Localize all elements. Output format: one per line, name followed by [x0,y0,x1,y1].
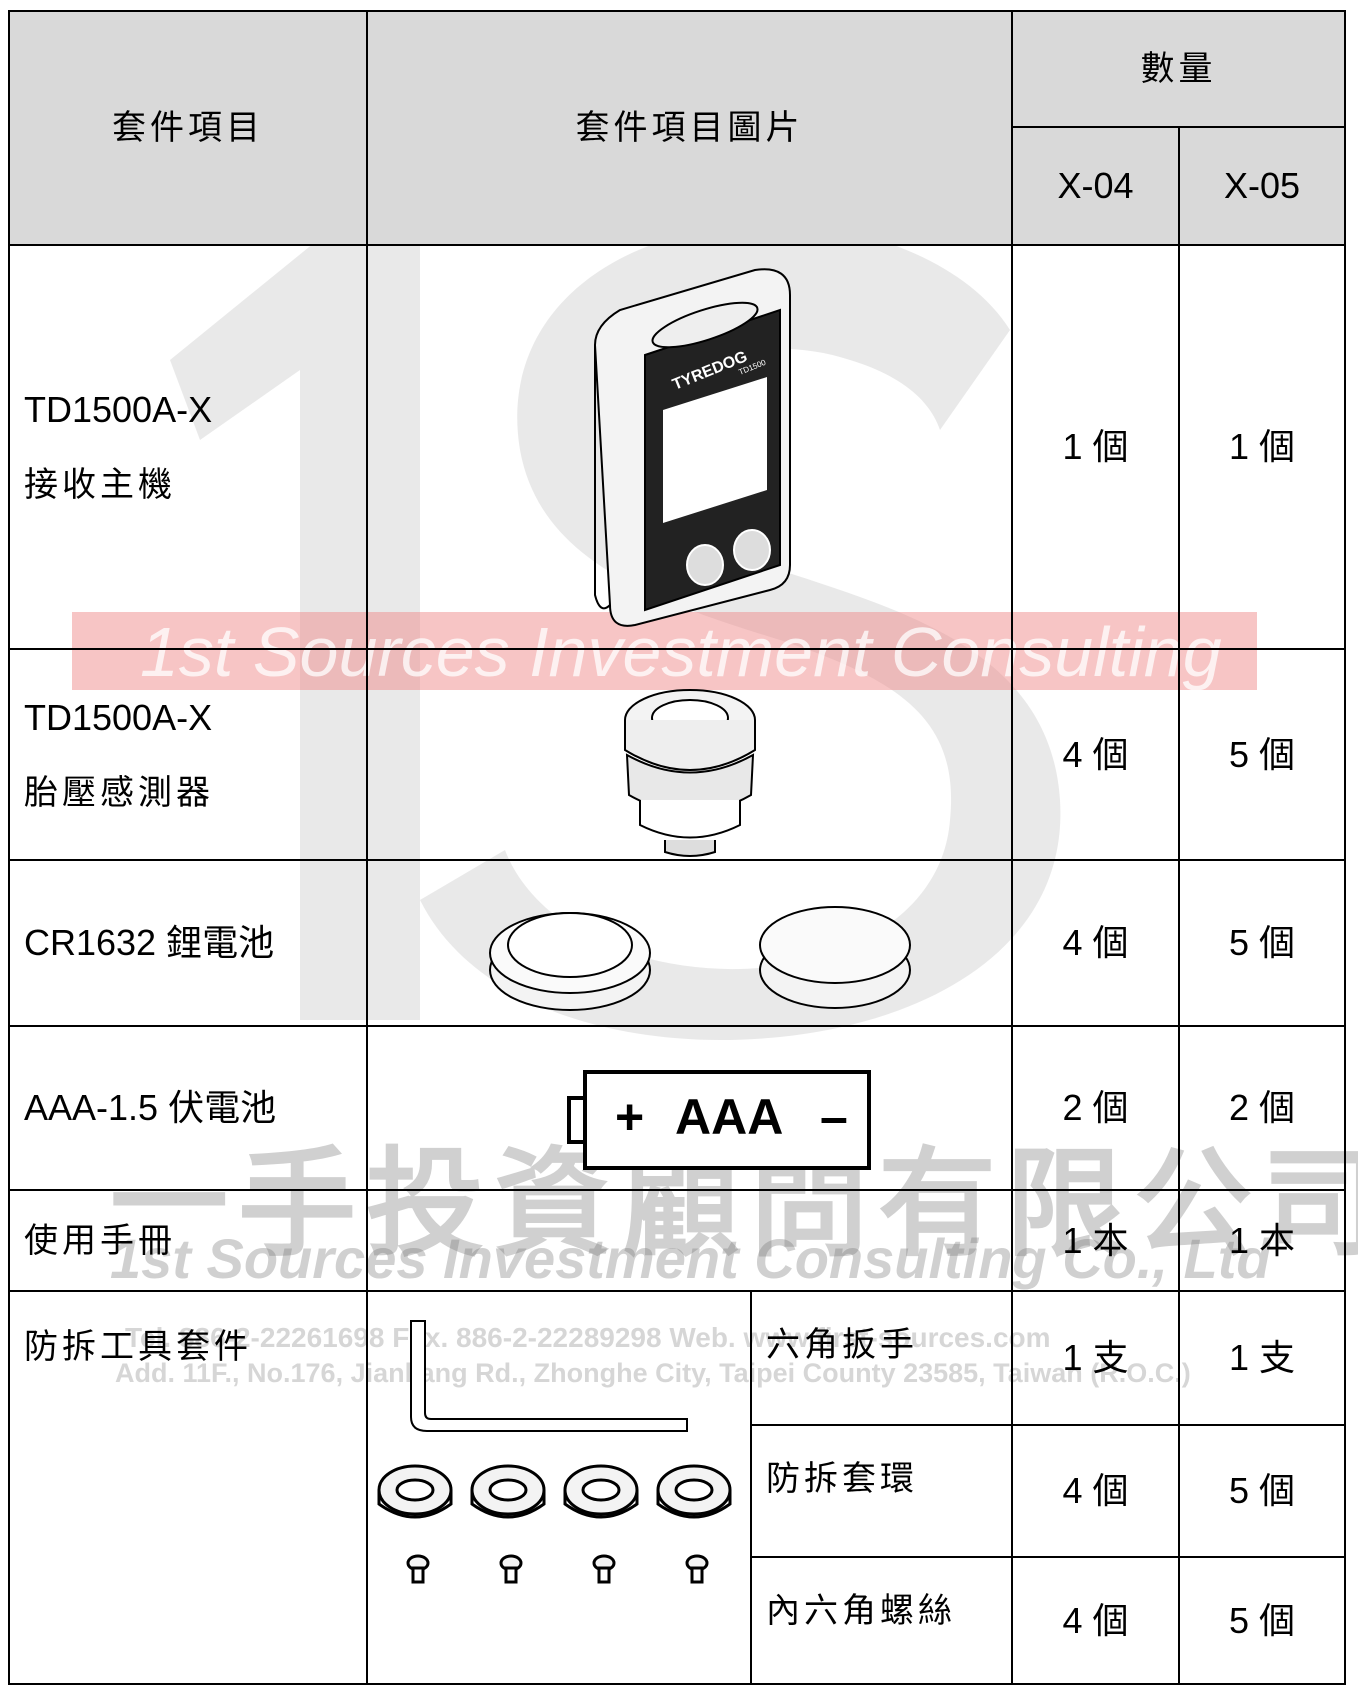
qty: 4 個 [1062,733,1129,775]
model-header: X-04 [1057,165,1134,206]
tool-kit-image [377,1320,732,1584]
model-header: X-05 [1223,165,1301,206]
receiver-image: TYREDOG TD1500 [593,268,791,627]
item-cell: 防拆工具套件 [8,1290,368,1685]
qty: 4 個 [1062,1470,1129,1511]
item-cell: CR1632 鋰電池 [8,859,368,1027]
battery-plus: + [615,1089,644,1145]
item-name: TD1500A-X [24,696,213,738]
coin-cell-image [489,906,911,1011]
qty-cell: 5 個 [1178,648,1346,861]
qty-cell: 5 個 [1178,1556,1346,1685]
header-text: 套件項目 [112,108,264,148]
qty-cell: 2 個 [1178,1025,1346,1191]
part-name-cell: 內六角螺絲 [750,1556,1013,1685]
part-name: 六角扳手 [766,1325,918,1365]
qty: 1 支 [1228,1337,1296,1378]
qty-cell: 1 支 [1011,1290,1180,1426]
qty: 4 個 [1062,922,1129,963]
item-name: 胎壓感測器 [24,772,214,813]
item-name: 防拆工具套件 [24,1327,252,1367]
part-name: 防拆套環 [766,1459,918,1499]
battery-minus: – [820,1089,848,1145]
qty: 2 個 [1062,1087,1129,1128]
battery-label: AAA [675,1089,783,1145]
item-name: TD1500A-X [24,389,213,430]
header-cell: 數量 [1011,10,1346,128]
qty: 1 本 [1228,1219,1296,1261]
qty: 5 個 [1228,1470,1296,1511]
header-text: 套件項目圖片 [575,108,804,148]
qty-cell: 4 個 [1011,1424,1180,1558]
qty: 2 個 [1228,1087,1296,1128]
qty-cell: 2 個 [1011,1025,1180,1191]
qty: 5 個 [1228,1599,1296,1641]
item-cell: 使用手冊 [8,1189,368,1292]
part-name-cell: 六角扳手 [750,1290,1013,1426]
header-cell: 套件項目圖片 [366,10,1013,246]
qty-cell: 4 個 [1011,859,1180,1027]
item-cell: AAA-1.5 伏電池 [8,1025,368,1191]
qty-cell: 4 個 [1011,1556,1180,1685]
item-name: AAA-1.5 伏電池 [24,1087,277,1128]
qty-cell: 5 個 [1178,859,1346,1027]
item-cell: TD1500A-X 胎壓感測器 [8,648,368,861]
qty: 1 個 [1062,426,1129,467]
qty-cell: 1 本 [1178,1189,1346,1292]
qty: 5 個 [1228,733,1296,775]
aaa-battery-image: + AAA – [567,1070,871,1170]
qty: 1 支 [1062,1337,1129,1378]
qty: 5 個 [1228,922,1296,963]
item-name: 接收主機 [24,465,176,505]
header-cell: X-04 [1011,126,1180,246]
qty-cell: 1 個 [1178,244,1346,650]
qty-cell: 1 支 [1178,1290,1346,1426]
part-name-cell: 防拆套環 [750,1424,1013,1558]
header-cell: X-05 [1178,126,1346,246]
header-cell: 套件項目 [8,10,368,246]
qty-cell: 1 本 [1011,1189,1180,1292]
qty-cell: 4 個 [1011,648,1180,861]
qty-cell: 1 個 [1011,244,1180,650]
qty: 1 本 [1062,1219,1129,1261]
item-name: CR1632 鋰電池 [24,922,275,963]
qty: 1 個 [1228,426,1296,467]
qty: 4 個 [1062,1599,1129,1641]
header-text: 數量 [1140,49,1217,89]
item-cell: TD1500A-X 接收主機 [8,244,368,650]
qty-cell: 5 個 [1178,1424,1346,1558]
picture-cell [366,1189,1013,1292]
sensor-image [624,689,756,857]
part-name: 內六角螺絲 [766,1591,956,1631]
item-name: 使用手冊 [24,1220,176,1261]
